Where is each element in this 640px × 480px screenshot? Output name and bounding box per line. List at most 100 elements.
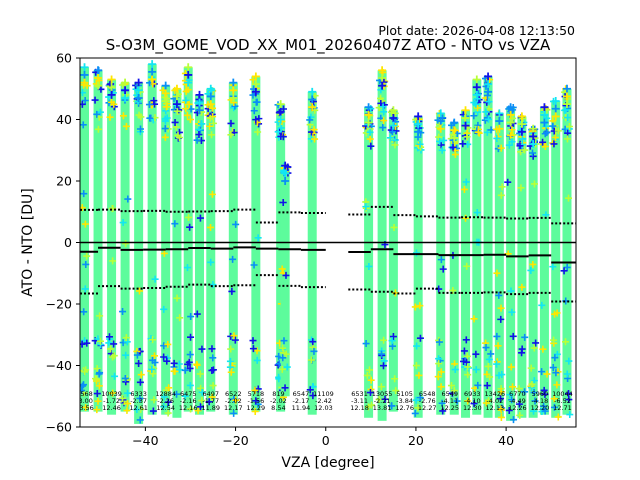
bin-mean: -1.77 [202,397,219,405]
scatter-point [529,140,538,149]
scatter-point [517,112,526,121]
scatter-point [82,260,90,268]
scatter-point [550,336,558,344]
scatter-density-band [562,88,572,415]
scatter-point [521,388,529,396]
scatter-density-band [172,88,182,418]
bin-std: 8.54 [271,404,285,412]
scatter-point [450,387,458,395]
scatter-point [464,363,472,371]
scatter-point [227,131,235,139]
scatter-point [96,312,104,320]
scatter-point [160,393,168,401]
scatter-point [416,140,424,148]
scatter-point [80,308,88,316]
scatter-point [119,308,127,316]
scatter-point [122,122,130,130]
scatter-point [146,114,154,122]
scatter-point [381,395,389,403]
scatter-point [531,397,539,405]
scatter-point [551,104,560,113]
scatter-point [207,223,215,231]
scatter-point [461,121,470,130]
scatter-point [119,112,127,120]
scatter-point [252,116,260,124]
plot-area: 8568-3.0013.5610039-1.7212.466333-2.3712… [80,60,576,424]
scatter-point [231,102,239,110]
scatter-point [495,109,504,118]
scatter-point [482,399,490,407]
scatter-point [517,120,526,129]
scatter-point [111,372,119,380]
scatter-point [472,75,481,84]
scatter-point [96,108,104,116]
scatter-point [80,63,89,72]
scatter-point [389,333,397,341]
scatter-point [506,118,515,127]
scatter-density-band [461,110,471,418]
scatter-point [160,342,168,350]
scatter-point [196,370,204,378]
scatter-column [362,103,376,418]
scatter-point [562,92,571,101]
scatter-point [282,271,290,279]
scatter-point [540,103,549,112]
scatter-point [481,116,489,124]
scatter-point [124,389,132,397]
chart-title: S-O3M_GOME_VOD_XX_M01_20260407Z ATO - NT… [106,36,551,55]
scatter-point [232,396,240,404]
scatter-layer [80,60,574,424]
scatter-density-band [183,67,193,412]
scatter-point [484,72,493,81]
bin-std: 12.54 [156,404,175,412]
scatter-point [229,255,237,263]
scatter-point [198,120,206,128]
scatter-column [526,124,540,418]
scatter-point [171,367,179,375]
scatter-point [386,134,394,142]
scatter-point [309,129,317,137]
scatter-point [173,294,181,302]
scatter-point [472,83,481,92]
scatter-density-band [120,82,130,412]
scatter-point [91,96,99,104]
scatter-point [551,112,560,121]
scatter-point [81,285,89,293]
scatter-point [532,339,540,347]
scatter-point [160,305,168,313]
scatter-point [107,75,116,84]
scatter-point [187,405,195,413]
scatter-point [308,95,317,104]
scatter-point [414,127,423,136]
scatter-point [470,112,478,120]
scatter-point [81,220,89,228]
scatter-point [389,121,398,130]
scatter-point [521,333,529,341]
scatter-point [366,389,374,397]
scatter-point [308,87,317,96]
scatter-point [495,371,503,379]
scatter-point [411,303,419,311]
scatter-point [464,364,472,372]
scatter-point [175,106,183,114]
scatter-point [463,133,471,141]
scatter-point [364,110,373,119]
scatter-point [228,287,236,295]
scatter-point [435,338,443,346]
scatter-point [193,310,201,318]
scatter-point [508,308,516,316]
scatter-point [91,375,99,383]
scatter-point [474,381,482,389]
scatter-point [277,132,285,140]
scatter-point [390,223,398,231]
scatter-point [505,406,513,414]
bin-std: 12.27 [418,404,437,412]
scatter-column [181,63,195,413]
scatter-point [380,336,388,344]
scatter-point [195,131,203,139]
scatter-point [516,411,524,419]
bin-std: 12.46 [102,404,121,412]
